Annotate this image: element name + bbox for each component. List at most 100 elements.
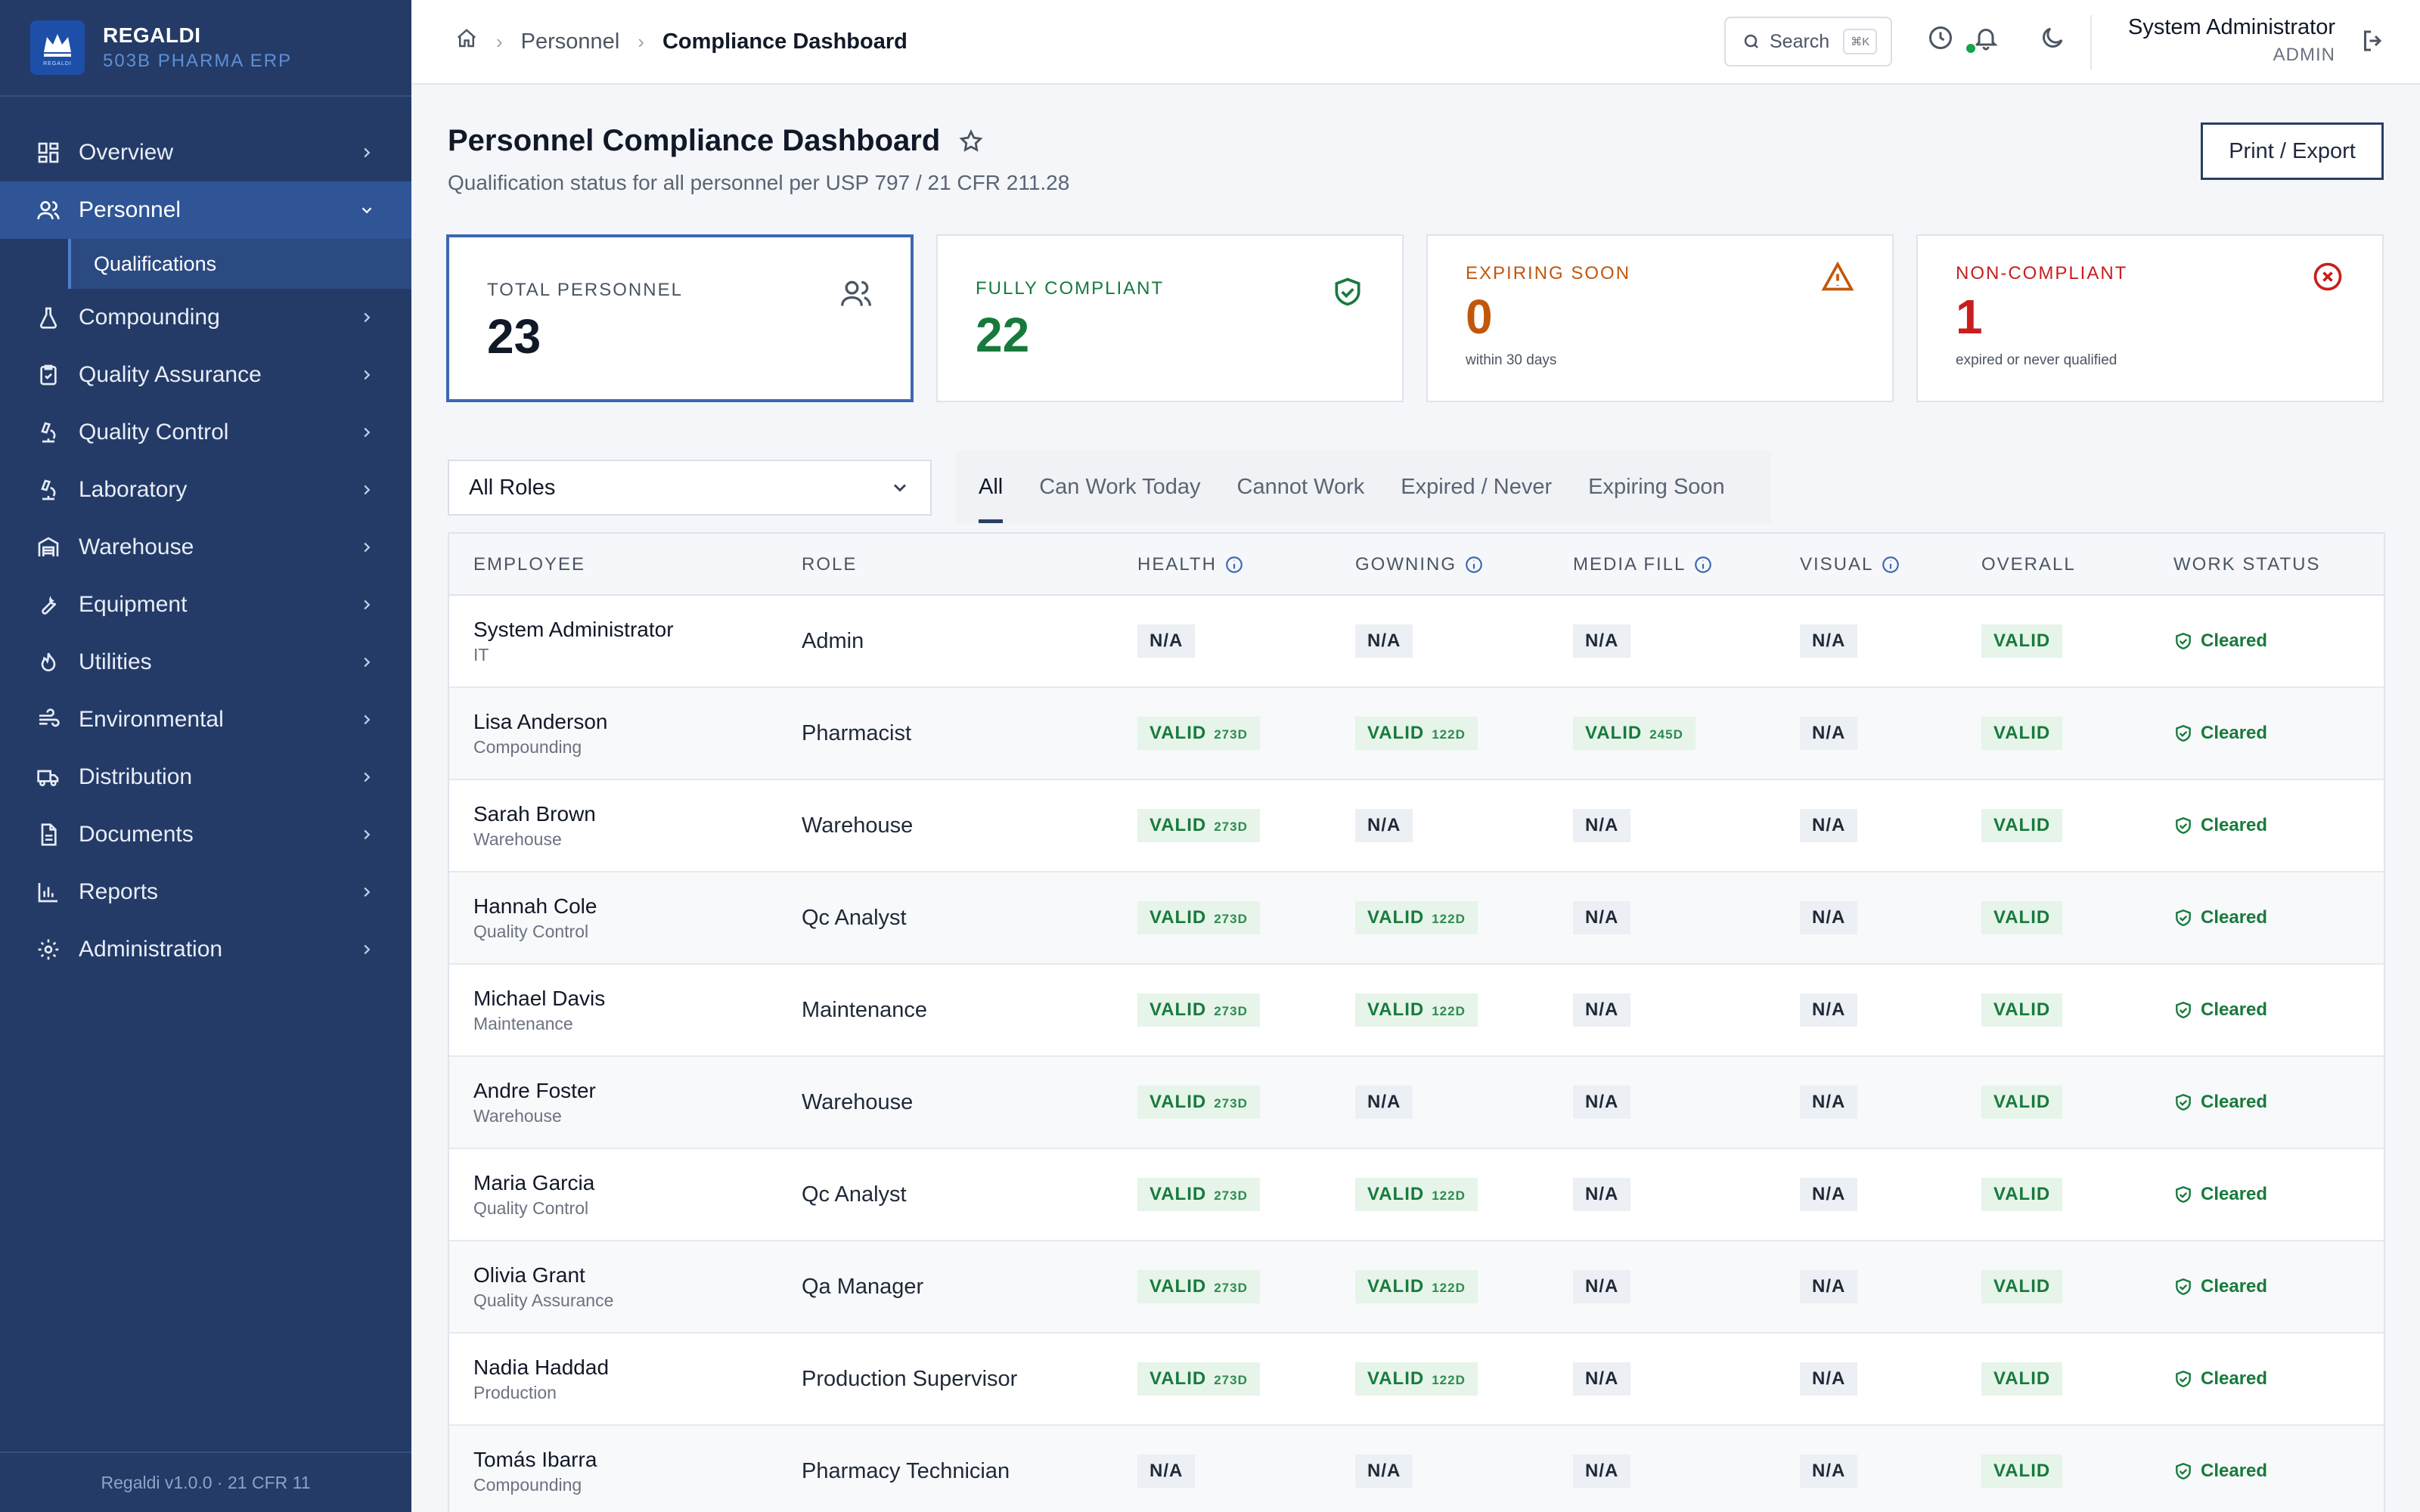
tab-expiring-soon[interactable]: Expiring Soon [1588,474,1725,499]
sidebar-item-documents[interactable]: Documents [0,806,411,863]
employee-name[interactable]: Andre Foster [473,1078,596,1102]
sidebar-item-label: Laboratory [79,477,188,502]
info-icon[interactable] [1881,555,1900,575]
table-body: System Administrator IT Admin N/A N/A N/A N/A… [449,596,2384,1512]
table-row[interactable]: Michael Davis Maintenance Maintenance VALI… [449,965,2384,1057]
info-icon[interactable] [1464,555,1484,575]
column-header-overall[interactable]: OVERALL [1981,554,2076,575]
sidebar-item-environmental[interactable]: Environmental [0,691,411,748]
card-fully-compliant[interactable]: FULLY COMPLIANT 22 [936,234,1404,402]
employee-name[interactable]: Tomás Ibarra [473,1447,597,1471]
employee-name[interactable]: System Administrator [473,617,674,641]
sidebar-item-overview[interactable]: Overview [0,124,411,181]
table-row[interactable]: System Administrator IT Admin N/A N/A N/A N/A… [449,596,2384,688]
overall-status-badge: VALID [1981,1362,2063,1396]
sidebar-item-quality-control[interactable]: Quality Control [0,404,411,461]
table-row[interactable]: Tomás Ibarra Compounding Pharmacy Technic… [449,1426,2384,1512]
x-circle-icon [2311,260,2344,293]
table-row[interactable]: Maria Garcia Quality Control Qc Analyst VA… [449,1149,2384,1241]
tab-can-work-today[interactable]: Can Work Today [1039,474,1201,499]
role-text: Pharmacist [802,720,912,745]
sidebar-item-equipment[interactable]: Equipment [0,576,411,634]
home-icon[interactable] [455,27,478,56]
divider [2090,15,2092,70]
column-header-role[interactable]: ROLE [802,554,858,575]
chevron-right-icon [364,772,371,782]
users-icon [36,198,60,222]
tab-all[interactable]: All [979,451,1004,523]
media-status-badge: N/A [1573,1178,1631,1211]
role-cell: Admin [802,596,864,686]
media-cell: N/A [1573,1334,1631,1424]
tab-cannot-work[interactable]: Cannot Work [1236,474,1365,499]
wrench-icon [36,593,60,617]
employee-name[interactable]: Olivia Grant [473,1263,585,1287]
version-footer: Regaldi v1.0.0 · 21 CFR 11 [0,1452,411,1512]
chevron-right-icon [364,944,371,955]
history-icon[interactable] [1927,24,1957,54]
column-header-employee[interactable]: EMPLOYEE [473,554,586,575]
media-status-badge: VALID 245D [1573,717,1696,750]
column-header-media-fill[interactable]: MEDIA FILL [1573,534,1713,596]
role-filter-select[interactable]: All Roles [448,460,932,516]
card-non-compliant[interactable]: NON-COMPLIANT 1 expired or never qualifi… [1916,234,2384,402]
page-subtitle: Qualification status for all personnel p… [448,171,1070,194]
chevron-right-icon [364,147,371,158]
search-button[interactable]: Search ⌘K [1724,17,1892,67]
health-cell: VALID 273D [1137,1334,1260,1424]
sidebar-item-personnel[interactable]: Personnel [0,181,411,239]
days-remaining: 273D [1214,1188,1248,1203]
employee-name[interactable]: Sarah Brown [473,801,596,826]
gowning-status-badge: VALID 122D [1355,1362,1478,1396]
moon-icon[interactable] [2039,24,2069,54]
employee-name[interactable]: Hannah Cole [473,894,597,918]
employee-name[interactable]: Lisa Anderson [473,709,608,733]
sidebar-item-utilities[interactable]: Utilities [0,634,411,691]
column-header-health[interactable]: HEALTH [1137,534,1244,596]
brand[interactable]: REGALDI REGALDI 503B PHARMA ERP [0,0,411,97]
card-total-personnel[interactable]: TOTAL PERSONNEL 23 [446,234,914,402]
gowning-status-badge: VALID 122D [1355,1270,1478,1303]
tab-expired-never[interactable]: Expired / Never [1401,474,1553,499]
table-row[interactable]: Lisa Anderson Compounding Pharmacist VALID… [449,688,2384,780]
bell-icon[interactable] [1972,24,2003,54]
card-note: expired or never qualified [1956,352,2118,368]
column-header-gowning[interactable]: GOWNING [1355,534,1484,596]
work-status-cell: Cleared [2173,1426,2267,1512]
employee-name[interactable]: Michael Davis [473,986,606,1010]
info-icon[interactable] [1224,555,1244,575]
info-icon[interactable] [1693,555,1713,575]
employee-name[interactable]: Maria Garcia [473,1170,595,1194]
media-cell: N/A [1573,1426,1631,1512]
media-cell: N/A [1573,1241,1631,1332]
table-row[interactable]: Nadia Haddad Production Production Superv… [449,1334,2384,1426]
sidebar-item-reports[interactable]: Reports [0,863,411,921]
visual-cell: N/A [1800,1057,1858,1148]
media-status-badge: N/A [1573,809,1631,842]
sidebar-item-quality-assurance[interactable]: Quality Assurance [0,346,411,404]
user-menu[interactable]: System Administrator ADMIN [2128,15,2335,66]
table-row[interactable]: Sarah Brown Warehouse Warehouse VALID 273D N… [449,780,2384,872]
overall-cell: VALID [1981,688,2063,779]
employee-cell: Nadia Haddad Production [473,1334,609,1424]
sidebar-item-administration[interactable]: Administration [0,921,411,978]
employee-name[interactable]: Nadia Haddad [473,1355,610,1379]
sidebar-item-compounding[interactable]: Compounding [0,289,411,346]
logout-icon[interactable] [2360,27,2387,58]
breadcrumb-personnel[interactable]: Personnel [520,29,620,54]
sidebar-item-warehouse[interactable]: Warehouse [0,519,411,576]
user-name: System Administrator [2128,15,2335,39]
sidebar-subitem-qualifications[interactable]: Qualifications [68,239,411,289]
sidebar-item-laboratory[interactable]: Laboratory [0,461,411,519]
column-header-work-status[interactable]: WORK STATUS [2173,554,2321,575]
table-row[interactable]: Andre Foster Warehouse Warehouse VALID 273D… [449,1057,2384,1149]
sidebar-item-distribution[interactable]: Distribution [0,748,411,806]
table-row[interactable]: Hannah Cole Quality Control Qc Analyst VAL… [449,872,2384,965]
column-header-visual[interactable]: VISUAL [1800,534,1900,596]
employee-department: Compounding [473,1474,582,1495]
print-export-button[interactable]: Print / Export [2201,122,2384,180]
flask-icon [36,305,60,330]
star-icon[interactable] [958,129,984,154]
card-expiring-soon[interactable]: EXPIRING SOON 0 within 30 days [1426,234,1894,402]
table-row[interactable]: Olivia Grant Quality Assurance Qa Manager… [449,1241,2384,1334]
